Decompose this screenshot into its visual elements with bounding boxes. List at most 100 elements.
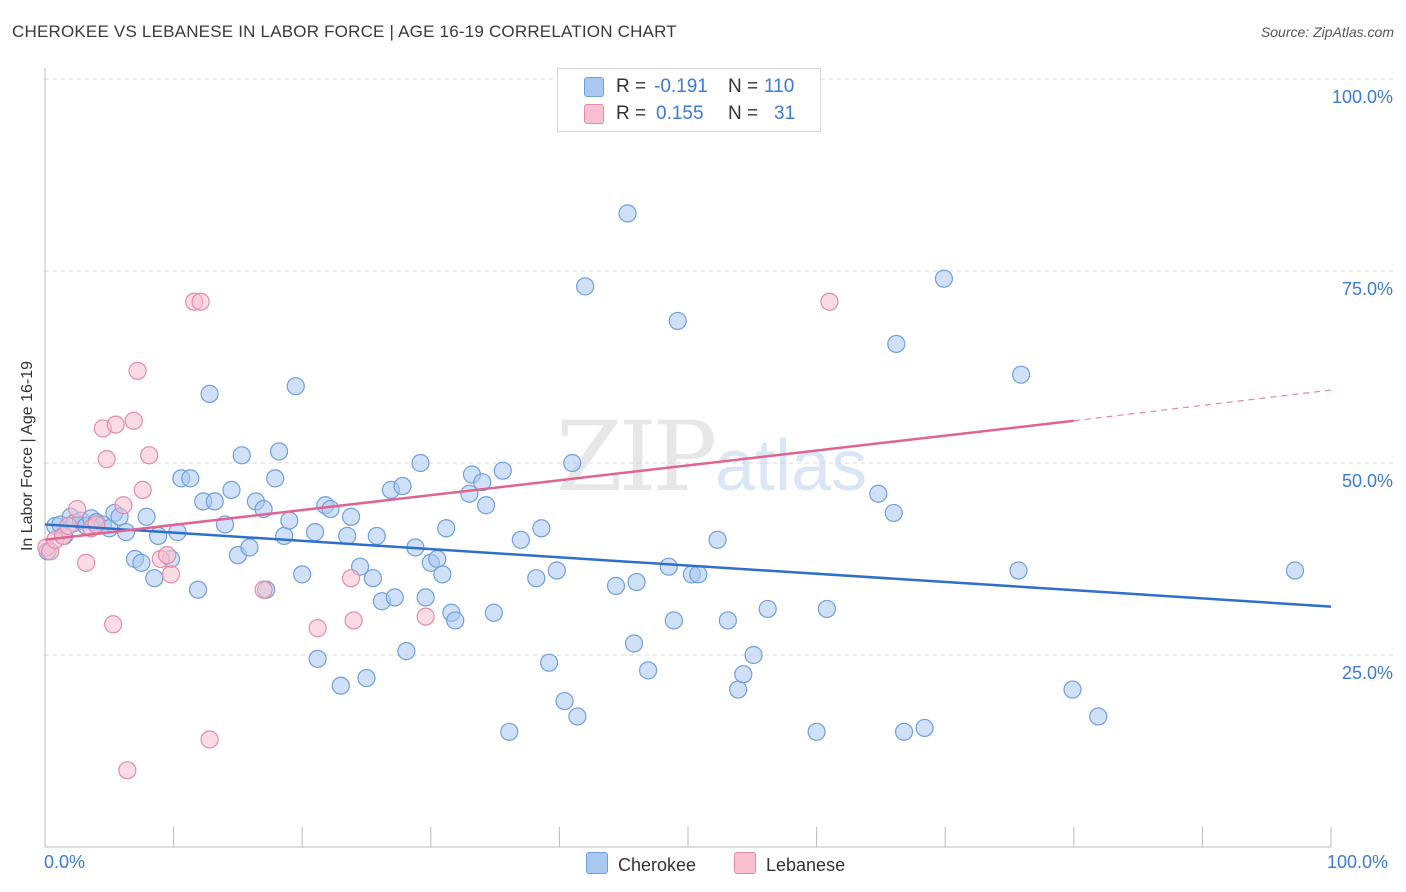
lebanese-point — [820, 292, 839, 311]
cherokee-point — [869, 484, 888, 503]
lebanese-swatch — [734, 852, 756, 874]
n-value: 110 — [764, 76, 795, 97]
cherokee-point — [341, 507, 361, 526]
cherokee-point — [286, 377, 305, 396]
cherokee-point — [894, 722, 914, 741]
cherokee-point — [758, 599, 777, 619]
lebanese-point — [308, 619, 327, 638]
lebanese-trend-line — [44, 419, 1074, 542]
cherokee-point — [884, 503, 903, 523]
axes — [44, 68, 1332, 848]
cherokee-point — [493, 461, 512, 480]
lebanese-point — [77, 553, 96, 572]
gridlines — [45, 78, 1393, 656]
cherokee-point — [266, 469, 285, 488]
cherokee-point — [188, 580, 208, 599]
legend-row-lebanese: R = 0.155 N = 31 — [558, 100, 820, 128]
chart-title: CHEROKEE VS LEBANESE IN LABOR FORCE | AG… — [12, 22, 677, 41]
lebanese-swatch — [584, 104, 604, 124]
cherokee-point — [689, 565, 708, 584]
cherokee-swatch — [586, 852, 608, 874]
cherokee-point — [411, 453, 430, 473]
r-value: -0.191 — [654, 76, 708, 97]
cherokee-point — [145, 569, 164, 588]
cherokee-point — [568, 707, 587, 726]
cherokee-point — [1089, 707, 1108, 726]
cherokee-point — [817, 599, 836, 619]
cherokee-point — [200, 384, 219, 403]
cherokee-point — [321, 499, 340, 519]
cherokee-point — [547, 561, 566, 580]
cherokee-point — [293, 565, 312, 584]
lebanese-point — [87, 515, 106, 534]
lebanese-point — [124, 411, 143, 430]
cherokee-point — [181, 469, 200, 488]
n-label: N = — [728, 103, 759, 124]
y-tick-label: 100.0% — [1332, 87, 1393, 107]
x-tick-min: 0.0% — [44, 852, 86, 872]
watermark-zip: ZIP — [556, 401, 715, 513]
cherokee-point — [527, 569, 546, 588]
cherokee-point — [807, 722, 826, 741]
legend-item-cherokee[interactable]: Cherokee — [586, 852, 696, 876]
source-label: Source: ZipAtlas.com — [1260, 24, 1394, 40]
lebanese-point — [416, 607, 435, 626]
lebanese-point — [200, 730, 219, 749]
cherokee-point — [532, 519, 551, 538]
lebanese-point — [68, 499, 87, 519]
cherokee-point — [308, 649, 327, 668]
cherokee-point — [473, 473, 492, 492]
y-tick-labels: 25.0% 50.0% 75.0% 100.0% — [1332, 87, 1393, 683]
cherokee-point — [305, 523, 325, 542]
lebanese-point — [158, 546, 177, 565]
legend-stats: R = -0.191 N = 110 R = 0.155 N = 31 — [557, 68, 821, 132]
cherokee-point — [627, 572, 646, 592]
cherokee-point — [708, 530, 727, 549]
cherokee-point — [269, 442, 289, 461]
cherokee-point — [744, 645, 763, 665]
n-label: N = — [728, 76, 759, 97]
cherokee-point — [576, 277, 595, 296]
cherokee-point — [664, 611, 683, 630]
watermark-atlas: atlas — [715, 426, 867, 506]
cherokee-point — [1063, 680, 1082, 699]
cherokee-point — [555, 691, 574, 711]
lebanese-point — [133, 480, 152, 499]
lebanese-point — [341, 569, 361, 588]
cherokee-point — [718, 611, 737, 630]
y-tick-label: 50.0% — [1342, 471, 1393, 491]
legend-row-cherokee: R = -0.191 N = 110 — [558, 73, 820, 101]
lebanese-point — [114, 496, 133, 515]
cherokee-swatch — [584, 77, 604, 97]
cherokee-point — [357, 668, 376, 688]
r-value: 0.155 — [656, 103, 704, 124]
cherokee-point — [540, 653, 559, 672]
y-tick-label: 25.0% — [1342, 663, 1393, 683]
cherokee-point — [338, 526, 357, 546]
lebanese-trend-extension — [1073, 389, 1332, 422]
y-tick-label: 75.0% — [1342, 279, 1393, 299]
cherokee-point — [232, 446, 251, 465]
lebanese-point — [106, 415, 125, 434]
cherokee-point — [476, 496, 496, 515]
cherokee-point — [416, 588, 435, 607]
cherokee-point — [433, 565, 452, 584]
cherokee-point — [280, 511, 299, 530]
watermark: ZIP atlas — [556, 401, 867, 513]
cherokee-point — [606, 576, 626, 595]
r-label: R = — [616, 76, 647, 97]
cherokee-point — [729, 680, 748, 699]
x-tick-max: 100.0% — [1327, 852, 1389, 872]
lebanese-point — [161, 565, 181, 584]
cherokee-point — [618, 204, 637, 223]
cherokee-point — [500, 722, 519, 741]
cherokee-trend-line — [44, 523, 1332, 608]
cherokee-point — [934, 269, 954, 288]
cherokee-point — [222, 480, 241, 499]
cherokee-point — [393, 476, 412, 496]
legend-item-lebanese[interactable]: Lebanese — [734, 852, 845, 876]
cherokee-point — [240, 538, 259, 557]
cherokee-point — [363, 569, 383, 588]
lebanese-point — [140, 446, 159, 465]
cherokee-point — [1011, 365, 1031, 384]
